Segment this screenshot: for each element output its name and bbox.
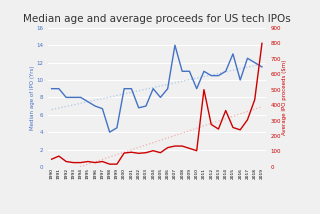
- Y-axis label: Median age of IPO (Yrs): Median age of IPO (Yrs): [30, 65, 35, 130]
- Y-axis label: Average IPO proceeds ($m): Average IPO proceeds ($m): [282, 60, 287, 135]
- Title: Median age and average proceeds for US tech IPOs: Median age and average proceeds for US t…: [23, 14, 291, 24]
